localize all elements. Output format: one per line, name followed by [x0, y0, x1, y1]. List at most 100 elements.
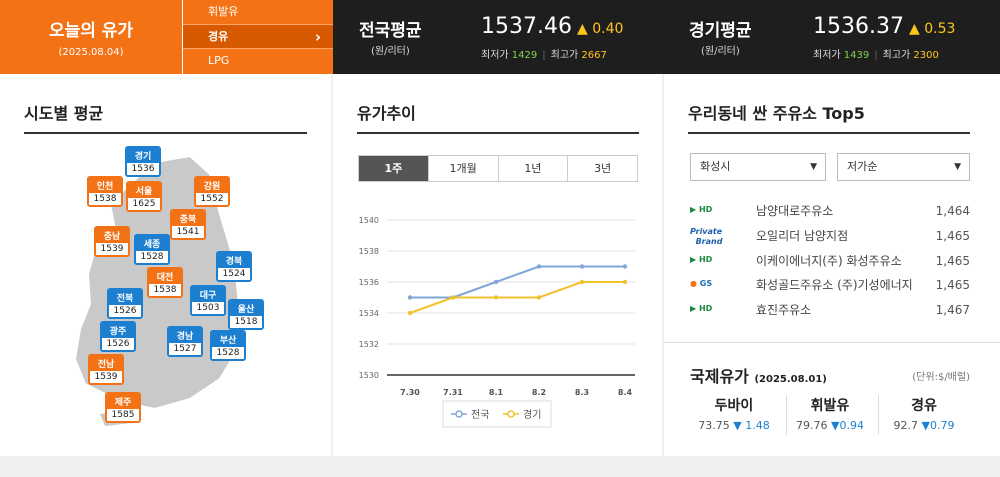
intl-dubai: 두바이 73.75 ▼ 1.48	[684, 395, 784, 432]
region-value: 1524	[218, 268, 250, 280]
station-item[interactable]: ● GS 화성골드주유소 (주)기성에너지 1,465	[690, 274, 970, 296]
region-marker[interactable]: 대구 1503	[190, 285, 226, 316]
station-item[interactable]: ▶ HD 남양대로주유소 1,464	[690, 200, 970, 222]
oil-price: 73.75	[698, 419, 730, 432]
data-point	[407, 310, 413, 316]
region-value: 1539	[96, 243, 128, 255]
x-tick-label: 8.1	[489, 388, 504, 397]
gyeonggi-change-value: 0.53	[924, 21, 956, 37]
station-item[interactable]: ▶ HD 효진주유소 1,467	[690, 299, 970, 321]
legend-marker	[455, 410, 463, 418]
region-marker[interactable]: 서울 1625	[126, 181, 162, 212]
data-point	[536, 295, 542, 300]
y-tick-label: 1536	[359, 278, 379, 287]
title-underline	[24, 132, 307, 134]
region-marker[interactable]: 제주 1585	[105, 392, 141, 423]
region-marker[interactable]: 대전 1538	[147, 267, 183, 298]
gyeonggi-price: 1536.37	[813, 14, 904, 39]
oil-name: 두바이	[714, 398, 754, 414]
title-underline	[688, 132, 970, 134]
min-label: 최저가	[813, 50, 841, 61]
top-bar: 오늘의 유가 (2025.08.04) 휘발유 경유 › LPG 전국평균 (원/…	[0, 0, 1000, 74]
tab-1-year[interactable]: 1년	[498, 156, 569, 181]
data-point	[407, 295, 413, 300]
fuel-tab-diesel[interactable]: 경유 ›	[183, 24, 333, 50]
intl-date: (2025.08.01)	[754, 374, 827, 385]
fuel-tab-diesel-label: 경유	[208, 29, 229, 43]
region-name: 충북	[172, 211, 204, 226]
y-tick-label: 1530	[359, 371, 379, 380]
station-item[interactable]: Private Brand 오일리더 남양지점 1,465	[690, 225, 970, 247]
oil-value: 73.75 ▼ 1.48	[684, 419, 784, 432]
national-price: 1537.46	[481, 14, 572, 39]
region-marker[interactable]: 인천 1538	[87, 176, 123, 207]
region-value: 1528	[212, 347, 244, 359]
region-name: 전남	[90, 356, 122, 371]
region-value: 1527	[169, 343, 201, 355]
today-price-box: 오늘의 유가 (2025.08.04)	[0, 0, 182, 74]
national-unit: (원/리터)	[371, 46, 410, 57]
x-tick-label: 7.30	[400, 388, 420, 397]
legend-label: 전국	[471, 409, 489, 421]
station-price: 1,465	[935, 229, 970, 243]
legend-label: 경기	[523, 408, 541, 421]
down-arrow-icon: ▼	[831, 419, 840, 432]
series-line	[409, 281, 625, 314]
international-oil-panel: 국제유가 (2025.08.01) (단위:$/배럴) 두바이 73.75 ▼ …	[664, 342, 1000, 456]
region-name: 강원	[196, 178, 228, 193]
region-marker[interactable]: 충북 1541	[170, 209, 206, 240]
region-marker[interactable]: 부산 1528	[210, 330, 246, 361]
station-name: 오일리더 남양지점	[756, 229, 849, 243]
region-marker[interactable]: 강원 1552	[194, 176, 230, 207]
region-value: 1552	[196, 193, 228, 205]
region-marker[interactable]: 광주 1526	[100, 321, 136, 352]
station-item[interactable]: ▶ HD 이케이에너지(주) 화성주유소 1,465	[690, 250, 970, 272]
oil-value: 92.7 ▼0.79	[874, 419, 974, 432]
region-marker[interactable]: 울산 1518	[228, 299, 264, 330]
region-select[interactable]: 화성시 ▼	[690, 153, 826, 181]
fuel-tab-lpg[interactable]: LPG	[208, 54, 230, 68]
region-select-value: 화성시	[700, 160, 731, 173]
region-marker[interactable]: 충남 1539	[94, 226, 130, 257]
region-marker[interactable]: 경남 1527	[167, 326, 203, 357]
gyeonggi-max: 2300	[913, 50, 939, 61]
region-name: 경북	[218, 253, 250, 268]
tab-1-month[interactable]: 1개월	[428, 156, 499, 181]
region-title: 시도별 평균	[24, 104, 104, 123]
tab-1-week[interactable]: 1주	[359, 156, 429, 181]
title-underline	[357, 132, 639, 134]
period-tabs: 1주 1개월 1년 3년	[358, 155, 638, 182]
region-marker[interactable]: 전남 1539	[88, 354, 124, 385]
oil-name: 경유	[911, 398, 937, 414]
divider	[878, 395, 879, 435]
region-name: 대구	[192, 287, 224, 302]
region-marker[interactable]: 전북 1526	[107, 288, 143, 319]
region-name: 광주	[102, 323, 134, 338]
station-price: 1,465	[935, 254, 970, 268]
divider: |	[874, 50, 878, 61]
up-arrow-icon: ▲	[909, 21, 920, 37]
station-name: 화성골드주유소 (주)기성에너지	[756, 278, 913, 292]
price-trend-chart: 1540 1538 1536 1534 1532 1530 7.30 7.31 8.1 8.2 8.…	[359, 216, 635, 428]
min-label: 최저가	[481, 50, 509, 61]
up-arrow-icon: ▲	[577, 21, 588, 37]
region-name: 세종	[136, 236, 168, 251]
region-value: 1539	[90, 371, 122, 383]
data-point	[493, 295, 499, 300]
station-name: 효진주유소	[756, 303, 812, 317]
x-tick-label: 8.3	[575, 388, 589, 397]
trend-title: 유가추이	[357, 104, 416, 123]
gyeonggi-change: ▲ 0.53	[909, 21, 955, 37]
tab-3-year[interactable]: 3년	[568, 156, 637, 181]
region-value: 1503	[192, 302, 224, 314]
stations-panel: 우리동네 싼 주유소 Top5	[664, 74, 1000, 342]
region-marker[interactable]: 세종 1528	[134, 234, 170, 265]
region-marker[interactable]: 경북 1524	[216, 251, 252, 282]
region-marker[interactable]: 경기 1536	[125, 146, 161, 177]
region-name: 경기	[127, 148, 159, 163]
oil-value: 79.76 ▼0.94	[780, 419, 880, 432]
sort-select[interactable]: 저가순 ▼	[837, 153, 970, 181]
fuel-tab-gasoline[interactable]: 휘발유	[183, 0, 333, 25]
private-brand-logo-icon: Private Brand	[690, 227, 723, 246]
today-title: 오늘의 유가	[48, 21, 134, 41]
